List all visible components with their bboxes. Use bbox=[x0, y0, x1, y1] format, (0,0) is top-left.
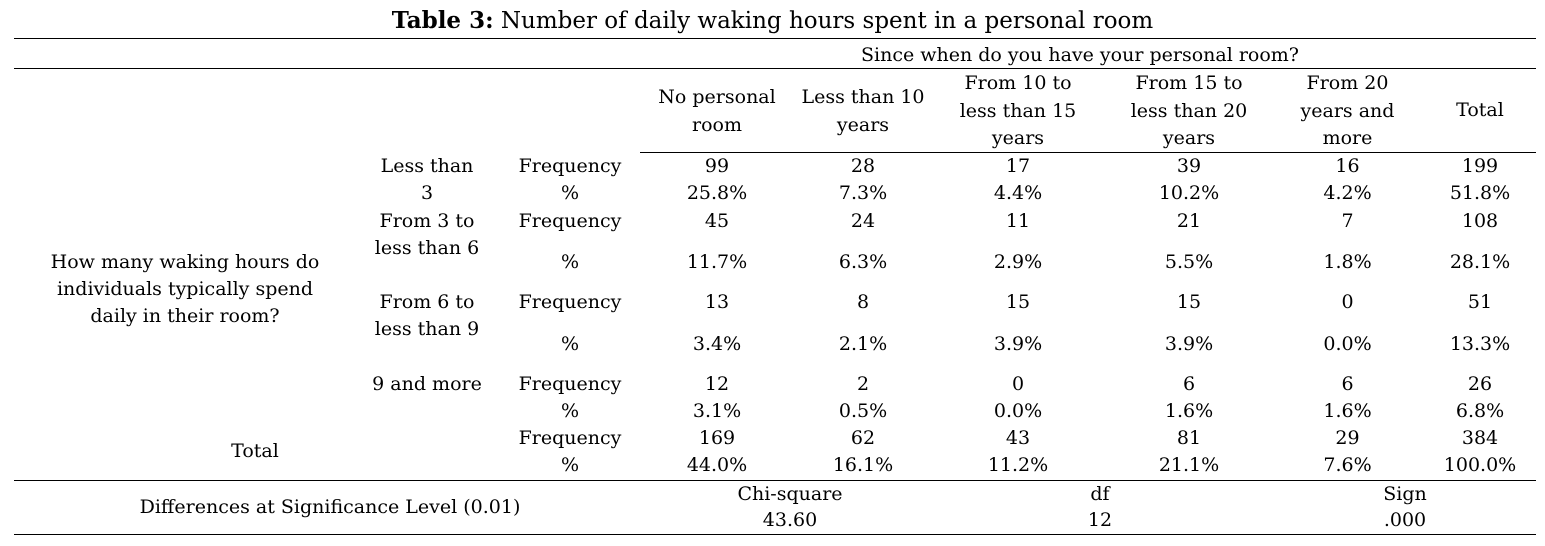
percent-cell: 4.4% bbox=[993, 182, 1043, 204]
chi-square-value: 43.60 bbox=[762, 509, 818, 531]
table-number: Table 3: bbox=[391, 7, 494, 34]
frequency-cell: 16 bbox=[1335, 155, 1360, 177]
stat-label-percent: % bbox=[560, 400, 580, 422]
frequency-cell: 12 bbox=[704, 373, 730, 395]
row-label-9-and-more: 9 and more bbox=[372, 373, 482, 395]
significance-label: Differences at Significance Level (0.01) bbox=[139, 496, 521, 518]
frequency-cell: 0 bbox=[1011, 373, 1025, 395]
frequency-cell: 8 bbox=[856, 291, 870, 313]
col-header-total: Total bbox=[1456, 99, 1504, 121]
percent-cell: 11.2% bbox=[987, 454, 1049, 476]
percent-cell: 0.5% bbox=[838, 400, 888, 422]
frequency-cell: 39 bbox=[1176, 155, 1202, 177]
percent-cell: 3.1% bbox=[692, 400, 742, 422]
percent-cell: 21.1% bbox=[1158, 454, 1220, 476]
bottom-rule bbox=[14, 534, 1536, 535]
percent-cell: 100.0% bbox=[1443, 454, 1517, 476]
row-label-total: Total bbox=[231, 440, 279, 462]
percent-cell: 28.1% bbox=[1449, 251, 1511, 273]
stat-label-percent: % bbox=[560, 454, 580, 476]
frequency-cell: 17 bbox=[1005, 155, 1031, 177]
percent-cell: 16.1% bbox=[832, 454, 894, 476]
percent-cell: 3.9% bbox=[1164, 333, 1214, 355]
col-header-15-to-20: From 15 to less than 20 years bbox=[1130, 72, 1248, 149]
stat-label-frequency: Frequency bbox=[518, 373, 622, 395]
table-title: Table 3: Number of daily waking hours sp… bbox=[0, 6, 1545, 36]
stat-label-frequency: Frequency bbox=[518, 291, 622, 313]
stat-label-frequency: Frequency bbox=[518, 155, 622, 177]
row-label-less-than-3: Less than 3 bbox=[380, 155, 474, 204]
col-header-10-to-15: From 10 to less than 15 years bbox=[959, 72, 1077, 149]
percent-cell: 0.0% bbox=[1323, 333, 1372, 355]
top-rule bbox=[14, 38, 1536, 39]
frequency-cell: 26 bbox=[1467, 373, 1493, 395]
frequency-cell: 7 bbox=[1341, 210, 1354, 232]
percent-cell: 7.6% bbox=[1323, 454, 1372, 476]
frequency-cell: 13 bbox=[704, 291, 730, 313]
row-question: How many waking hours do individuals typ… bbox=[50, 251, 320, 327]
percent-cell: 2.1% bbox=[838, 333, 888, 355]
frequency-cell: 24 bbox=[850, 210, 876, 232]
frequency-cell: 43 bbox=[1005, 427, 1031, 449]
percent-cell: 3.4% bbox=[692, 333, 742, 355]
frequency-cell: 45 bbox=[704, 210, 730, 232]
percent-cell: 11.7% bbox=[686, 251, 748, 273]
frequency-cell: 81 bbox=[1176, 427, 1202, 449]
frequency-cell: 6 bbox=[1341, 373, 1354, 395]
col-header-no-personal-room: No personal room bbox=[658, 86, 776, 136]
header-rule bbox=[640, 152, 1536, 153]
frequency-cell: 6 bbox=[1182, 373, 1196, 395]
stat-label-percent: % bbox=[560, 251, 580, 273]
df-value: 12 bbox=[1087, 509, 1113, 531]
row-label-3-to-6: From 3 to less than 6 bbox=[374, 210, 480, 259]
chi-square-label: Chi-square bbox=[737, 483, 843, 505]
percent-cell: 10.2% bbox=[1158, 182, 1220, 204]
frequency-cell: 11 bbox=[1005, 210, 1031, 232]
percent-cell: 0.0% bbox=[993, 400, 1043, 422]
percent-cell: 2.9% bbox=[993, 251, 1043, 273]
frequency-cell: 21 bbox=[1176, 210, 1202, 232]
percent-cell: 3.9% bbox=[993, 333, 1043, 355]
col-header-20-and-more: From 20 years and more bbox=[1300, 72, 1395, 149]
percent-cell: 1.6% bbox=[1164, 400, 1214, 422]
percent-cell: 25.8% bbox=[686, 182, 748, 204]
frequency-cell: 99 bbox=[704, 155, 730, 177]
frequency-cell: 15 bbox=[1005, 291, 1031, 313]
frequency-cell: 384 bbox=[1461, 427, 1499, 449]
percent-cell: 44.0% bbox=[686, 454, 748, 476]
total-rule bbox=[14, 480, 1536, 481]
percent-cell: 4.2% bbox=[1323, 182, 1372, 204]
percent-cell: 5.5% bbox=[1164, 251, 1214, 273]
frequency-cell: 0 bbox=[1341, 291, 1354, 313]
frequency-cell: 51 bbox=[1467, 291, 1493, 313]
stat-label-frequency: Frequency bbox=[518, 210, 622, 232]
frequency-cell: 29 bbox=[1335, 427, 1360, 449]
frequency-cell: 15 bbox=[1176, 291, 1202, 313]
frequency-cell: 199 bbox=[1461, 155, 1499, 177]
frequency-cell: 108 bbox=[1461, 210, 1499, 232]
percent-cell: 1.6% bbox=[1323, 400, 1372, 422]
stat-label-percent: % bbox=[560, 333, 580, 355]
spanner-rule bbox=[14, 68, 1536, 69]
percent-cell: 7.3% bbox=[838, 182, 888, 204]
row-label-6-to-9: From 6 to less than 9 bbox=[374, 291, 480, 340]
column-spanner-heading: Since when do you have your personal roo… bbox=[860, 44, 1299, 66]
frequency-cell: 28 bbox=[850, 155, 876, 177]
frequency-cell: 169 bbox=[698, 427, 736, 449]
table-caption: Number of daily waking hours spent in a … bbox=[493, 8, 1154, 34]
col-header-less-than-10: Less than 10 years bbox=[801, 86, 925, 136]
percent-cell: 6.3% bbox=[838, 251, 888, 273]
stat-label-percent: % bbox=[560, 182, 580, 204]
sign-label: Sign bbox=[1383, 483, 1427, 505]
percent-cell: 1.8% bbox=[1323, 251, 1372, 273]
percent-cell: 51.8% bbox=[1449, 182, 1511, 204]
sign-value: .000 bbox=[1383, 509, 1427, 531]
df-label: df bbox=[1090, 483, 1110, 505]
percent-cell: 6.8% bbox=[1455, 400, 1505, 422]
percent-cell: 13.3% bbox=[1449, 333, 1511, 355]
stat-label-frequency: Frequency bbox=[518, 427, 622, 449]
frequency-cell: 62 bbox=[850, 427, 876, 449]
frequency-cell: 2 bbox=[856, 373, 870, 395]
